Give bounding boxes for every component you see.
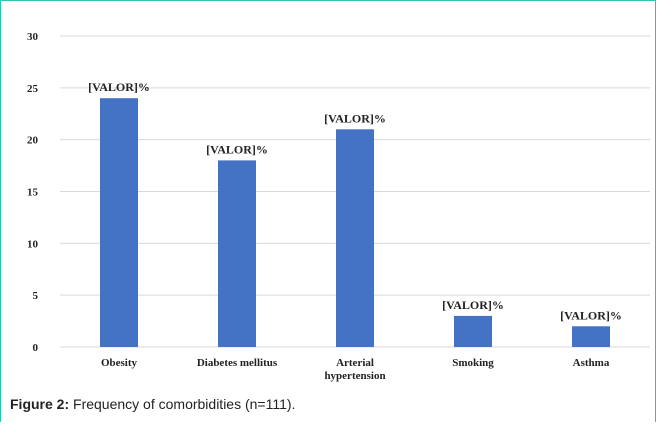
bar [572, 326, 610, 347]
bar [218, 160, 256, 347]
data-label: [VALOR]% [560, 308, 622, 322]
caption-text: Frequency of comorbidities (n=111). [69, 396, 296, 412]
category-label: Arterial [336, 357, 374, 369]
category-labels: Obesity Diabetes mellitus Arterialhyperten… [101, 357, 610, 382]
y-tick-label: 5 [33, 290, 39, 302]
bars [100, 98, 610, 347]
y-tick-label: 0 [33, 342, 39, 354]
data-label: [VALOR]% [442, 298, 504, 312]
category-label: Smoking [452, 357, 494, 369]
y-tick-label: 30 [27, 31, 39, 43]
category-label: hypertension [324, 370, 385, 382]
caption-label: Figure 2: [10, 396, 70, 412]
bar [336, 129, 374, 347]
bar [100, 98, 138, 347]
data-labels: [VALOR]% [VALOR]% [VALOR]% [VALOR]% [VALOR]% [88, 80, 622, 322]
category-label: Obesity [101, 357, 138, 369]
data-label: [VALOR]% [88, 80, 150, 94]
y-tick-label: 15 [27, 187, 39, 199]
figure-caption: Figure 2: Frequency of comorbidities (n=… [10, 396, 295, 412]
y-tick-label: 10 [27, 238, 39, 250]
category-label: Diabetes mellitus [197, 357, 278, 369]
y-tick-label: 20 [27, 135, 39, 147]
y-axis-ticks: 0 5 10 15 20 25 30 [27, 31, 39, 354]
category-label: Asthma [573, 357, 610, 369]
y-tick-label: 25 [27, 83, 39, 95]
data-label: [VALOR]% [206, 142, 268, 156]
data-label: [VALOR]% [324, 111, 386, 125]
bar [454, 315, 492, 347]
